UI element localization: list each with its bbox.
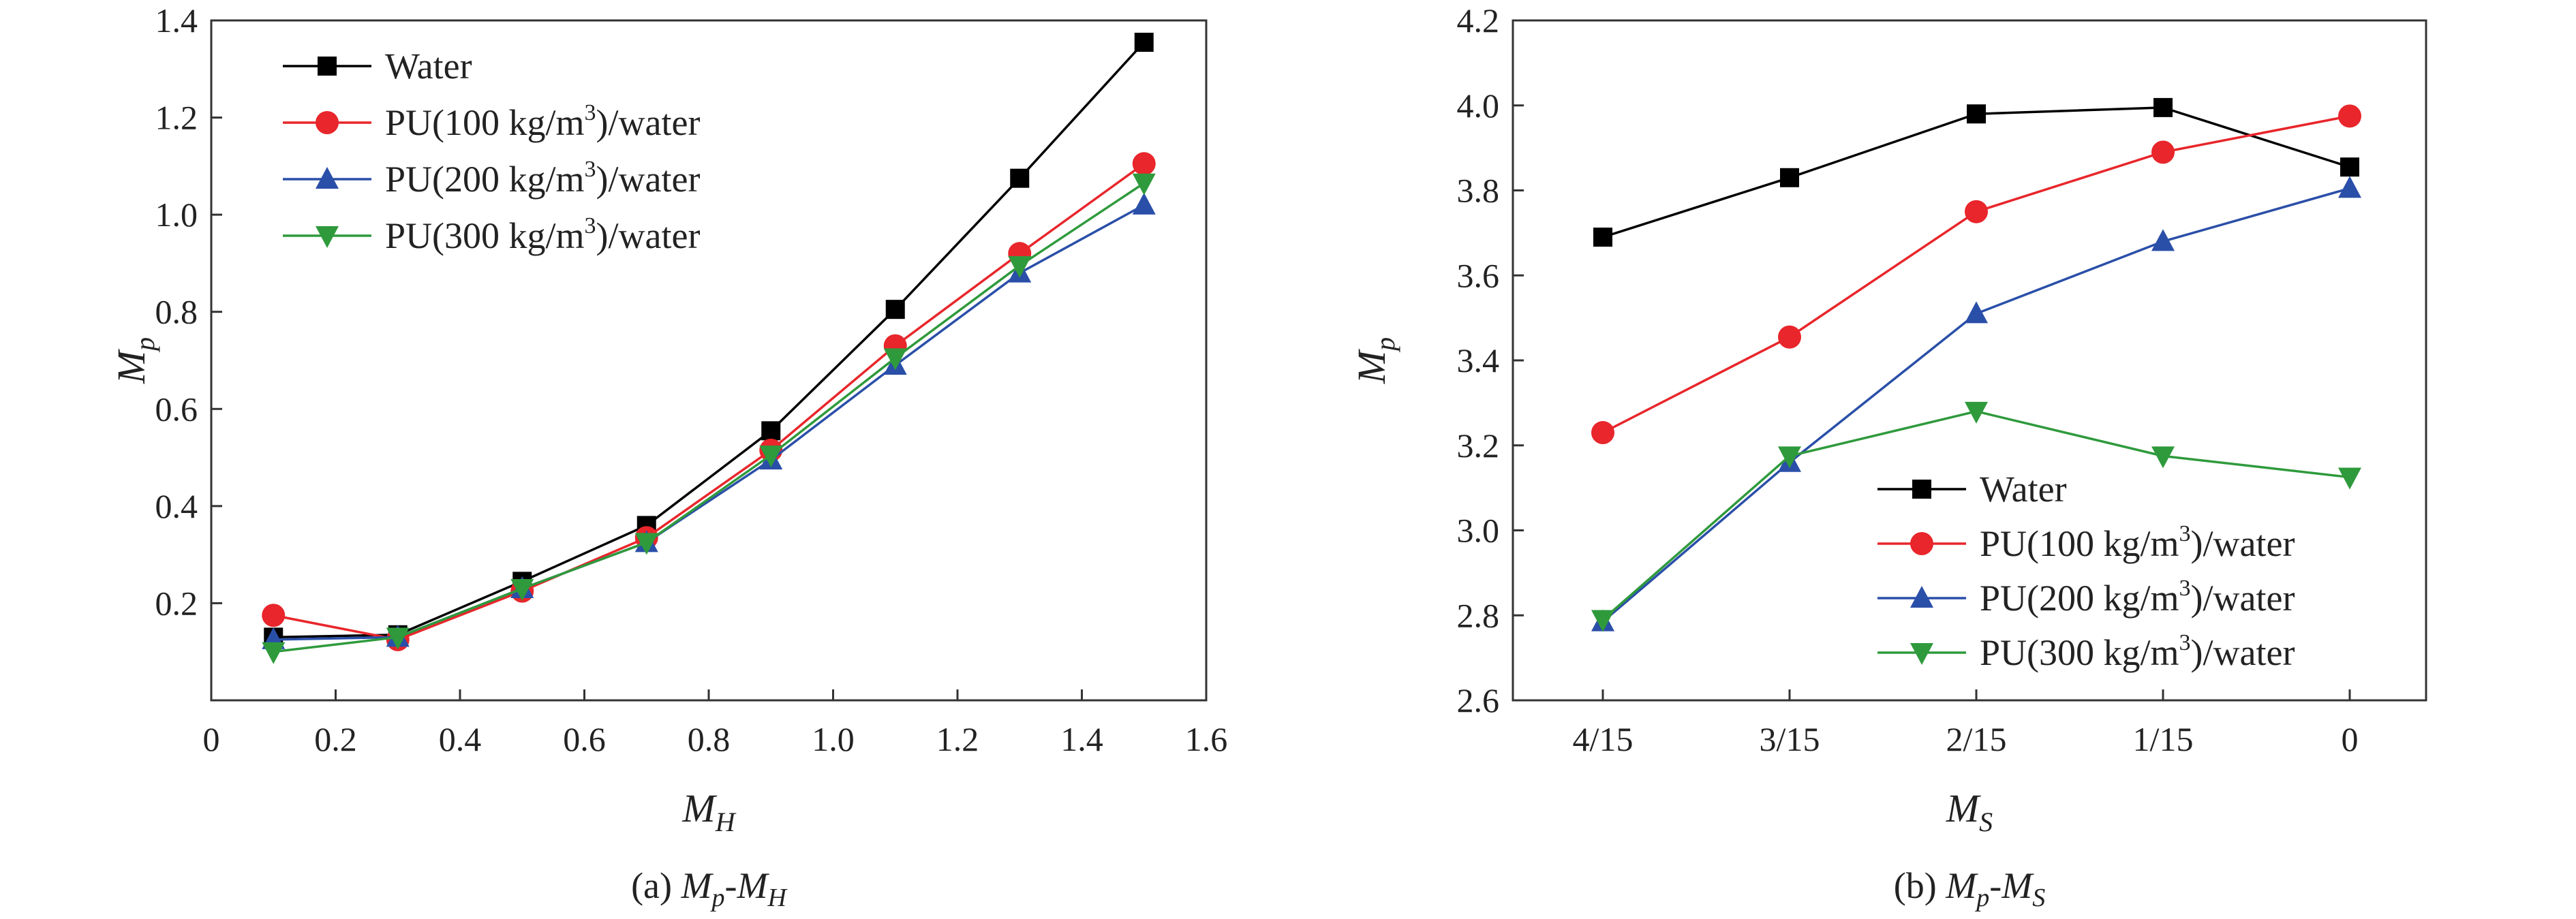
y-tick-label: 0.4 (155, 487, 198, 525)
data-point (634, 533, 658, 555)
data-point (1965, 401, 1988, 424)
legend-marker (1910, 532, 1933, 555)
legend-label: PU(300 kg/m3)/water (385, 213, 700, 256)
data-point (1591, 610, 1614, 632)
y-axis-label: Mp (109, 337, 160, 384)
legend-label: PU(100 kg/m3)/water (1980, 521, 2295, 564)
data-point (2151, 446, 2175, 469)
y-tick-label: 4.0 (1457, 87, 1500, 125)
x-tick-label: 1.2 (936, 720, 979, 758)
legend-marker (316, 111, 339, 134)
data-point (1778, 446, 1801, 469)
series-line (273, 182, 1145, 653)
legend-label: PU(200 kg/m3)/water (385, 157, 700, 200)
data-point (1965, 301, 1988, 324)
legend: Water PU(100 kg/m3)/water PU(200 kg/m3)/wa… (283, 46, 700, 256)
y-tick-label: 1.2 (155, 99, 198, 137)
data-point (1008, 255, 1032, 278)
y-tick-label: 3.8 (1457, 172, 1500, 210)
data-point (262, 604, 286, 627)
legend-marker (1910, 643, 1933, 665)
data-point (1132, 173, 1156, 196)
data-point (2340, 157, 2359, 177)
y-axis-label: Mp (1349, 337, 1400, 384)
y-tick-label: 0.8 (155, 293, 198, 331)
x-tick-label: 4/15 (1573, 720, 1634, 758)
y-tick-label: 2.6 (1457, 681, 1500, 719)
data-point (1780, 168, 1799, 187)
data-point (1965, 200, 1988, 223)
x-tick-label: 0 (2342, 720, 2359, 758)
data-point (1132, 152, 1156, 176)
data-point (1593, 228, 1612, 247)
panel-caption: (b) Mp-MS (1894, 865, 2045, 912)
panel-b-chart: 2.6 2.8 3.0 3.2 3.4 3.6 3.8 4.0 4.2 4/15 3/15 2/15 1… (1349, 1, 2427, 912)
x-tick-label: 0.2 (314, 720, 357, 758)
series-line (1602, 114, 2350, 434)
data-point (1132, 192, 1156, 215)
data-point (510, 579, 534, 602)
data-point (2338, 104, 2361, 128)
data-point (262, 642, 286, 664)
series-line (273, 41, 1146, 639)
legend-label: Water (1980, 469, 2067, 510)
legend-marker (316, 226, 339, 248)
x-tick-label: 0.8 (688, 720, 731, 758)
legend-marker (318, 57, 337, 76)
y-tick-label: 3.2 (1457, 426, 1500, 465)
data-point (2153, 97, 2173, 117)
data-point (386, 627, 410, 650)
data-point (885, 300, 905, 320)
y-tick-label: 2.8 (1457, 596, 1500, 634)
panel-a-chart: 0.2 0.4 0.6 0.8 1.0 1.2 1.4 0 0.2 0.4 0.6 0.8 1.0 1.2… (109, 1, 1227, 912)
legend-label: Water (385, 46, 472, 87)
legend-label: PU(300 kg/m3)/water (1980, 630, 2295, 673)
x-tick-label: 3/15 (1760, 720, 1820, 758)
x-axis-label: MS (1946, 786, 1993, 837)
x-tick-label: 1/15 (2133, 720, 2194, 758)
data-point (1591, 421, 1614, 445)
series-line (273, 162, 1145, 641)
x-tick-label: 0 (203, 720, 220, 758)
legend-marker (1912, 480, 1931, 499)
x-tick-label: 0.4 (439, 720, 482, 758)
data-point (761, 421, 781, 441)
x-axis-label: MH (681, 786, 736, 837)
legend-marker (316, 167, 339, 189)
panel-caption: (a) Mp-MH (631, 865, 788, 912)
y-tick-label: 3.6 (1457, 256, 1500, 294)
data-point (759, 446, 783, 468)
y-tick-label: 0.2 (155, 584, 198, 622)
data-point (2338, 467, 2361, 490)
x-tick-label: 1.6 (1185, 720, 1228, 758)
y-tick-label: 3.4 (1457, 341, 1500, 379)
data-point (1778, 325, 1801, 349)
x-tick-label: 2/15 (1946, 720, 2007, 758)
data-point (1010, 168, 1030, 188)
y-tick-label: 1.0 (155, 196, 198, 234)
data-point (2151, 229, 2175, 251)
data-point (2338, 176, 2361, 198)
x-tick-label: 1.4 (1060, 720, 1103, 758)
y-tick-label: 4.2 (1457, 1, 1500, 40)
data-point (1967, 104, 1986, 124)
data-point (883, 348, 907, 371)
x-tick-label: 1.0 (812, 720, 855, 758)
data-point (2151, 140, 2175, 164)
y-tick-label: 1.4 (155, 1, 198, 40)
legend-label: PU(200 kg/m3)/water (1980, 576, 2295, 619)
legend-label: PU(100 kg/m3)/water (385, 100, 700, 143)
x-tick-label: 0.6 (563, 720, 606, 758)
legend-marker (1910, 586, 1933, 608)
legend: Water PU(100 kg/m3)/water PU(200 kg/m3)/wa… (1877, 469, 2295, 673)
y-tick-label: 0.6 (155, 390, 198, 428)
y-tick-label: 3.0 (1457, 512, 1500, 550)
data-point (1134, 33, 1154, 52)
